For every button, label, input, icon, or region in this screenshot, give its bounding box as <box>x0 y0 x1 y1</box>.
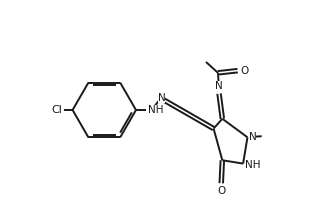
Text: N: N <box>215 81 222 92</box>
Text: N: N <box>158 93 166 103</box>
Text: O: O <box>241 66 249 76</box>
Text: Cl: Cl <box>51 105 62 115</box>
Text: N: N <box>249 132 256 142</box>
Text: NH: NH <box>148 105 164 115</box>
Text: O: O <box>217 186 225 196</box>
Text: NH: NH <box>245 160 260 170</box>
